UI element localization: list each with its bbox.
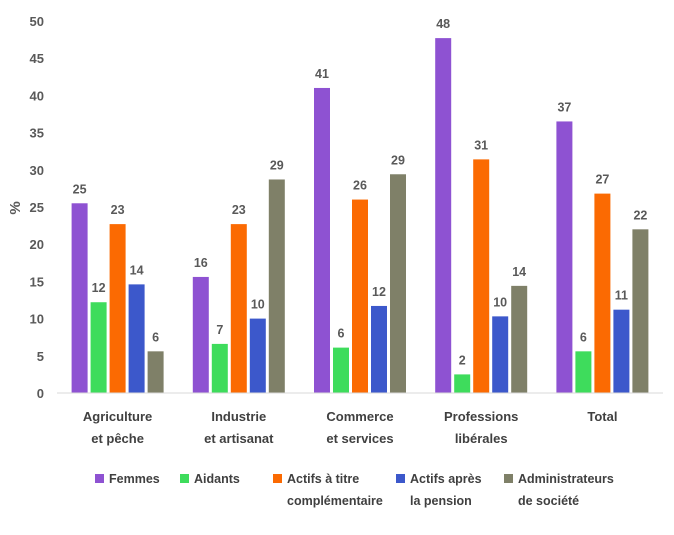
legend-swatch: [396, 474, 405, 483]
data-label: 26: [353, 179, 367, 193]
bar: [492, 316, 509, 393]
bar: [90, 302, 107, 393]
data-label: 6: [580, 330, 587, 344]
data-label: 48: [436, 17, 450, 31]
y-axis-ticks: 0 5 10 15 20 25 30 35 40 45 50: [30, 14, 44, 401]
bar: [511, 285, 528, 393]
data-label: 23: [111, 203, 125, 217]
x-tick-label: Professions: [444, 409, 518, 424]
legend-label: Actifs après: [410, 472, 482, 486]
data-label: 10: [251, 298, 265, 312]
data-label: 23: [232, 203, 246, 217]
legend-label: Aidants: [194, 472, 240, 486]
bar: [390, 174, 406, 393]
bar: [435, 38, 452, 393]
data-label: 6: [338, 327, 345, 341]
data-label: 29: [391, 153, 405, 167]
data-label: 16: [194, 256, 208, 270]
legend-swatch: [180, 474, 189, 483]
legend-swatch: [95, 474, 104, 483]
x-tick-label: et artisanat: [204, 431, 274, 446]
bar: [109, 224, 126, 393]
legend-label: complémentaire: [287, 494, 383, 508]
bars: [71, 38, 649, 394]
x-tick-label: libérales: [455, 431, 508, 446]
legend-label: Femmes: [109, 472, 160, 486]
data-label: 12: [92, 281, 106, 295]
data-label: 25: [73, 182, 87, 196]
data-label: 27: [595, 173, 609, 187]
bar: [352, 199, 368, 393]
bar: [314, 87, 330, 394]
data-labels: 25 12 23 14 6 16 7 23 10 29 41 6 26 12 29 48 2 31 10 14 37 6 2…: [73, 17, 648, 367]
y-tick-label: 40: [30, 88, 44, 103]
y-tick-label: 15: [30, 274, 44, 289]
x-tick-label: Commerce: [326, 409, 393, 424]
bar: [632, 229, 649, 393]
x-tick-label: et pêche: [91, 431, 144, 446]
data-label: 31: [474, 138, 488, 152]
data-label: 41: [315, 67, 329, 81]
bar: [575, 351, 592, 393]
y-tick-label: 0: [37, 386, 44, 401]
bar: [192, 276, 209, 393]
data-label: 2: [459, 353, 466, 367]
data-label: 29: [270, 158, 284, 172]
bar: [147, 351, 164, 393]
bar: [454, 374, 471, 393]
x-tick-label: Total: [587, 409, 617, 424]
bar: [71, 203, 88, 393]
category-labels: Agriculture et pêche Industrie et artisanat…: [83, 409, 618, 446]
bar: [211, 343, 228, 393]
legend-swatch: [504, 474, 513, 483]
data-label: 14: [512, 265, 526, 279]
y-tick-label: 20: [30, 237, 44, 252]
data-label: 37: [557, 100, 571, 114]
y-tick-label: 35: [30, 126, 44, 141]
data-label: 11: [615, 289, 628, 303]
y-tick-label: 25: [30, 200, 44, 215]
data-label: 14: [130, 263, 144, 277]
data-label: 10: [493, 295, 507, 309]
x-tick-label: et services: [326, 431, 393, 446]
y-tick-label: 30: [30, 163, 44, 178]
bar: [594, 193, 611, 393]
bar: [371, 305, 387, 393]
legend: Femmes Aidants Actifs à titre complémentair…: [95, 472, 614, 508]
y-axis-label: %: [7, 201, 24, 214]
bar: [128, 284, 145, 393]
data-label: 6: [152, 330, 159, 344]
bar: [249, 318, 266, 393]
data-label: 22: [633, 208, 647, 222]
bar: [473, 159, 490, 393]
bar: [613, 309, 630, 393]
legend-swatch: [273, 474, 282, 483]
legend-label: Actifs à titre: [287, 472, 359, 486]
legend-label: la pension: [410, 494, 472, 508]
legend-label: de société: [518, 494, 579, 508]
x-tick-label: Industrie: [211, 409, 266, 424]
y-tick-label: 5: [37, 349, 44, 364]
bar: [333, 347, 349, 393]
bar: [556, 121, 573, 393]
data-label: 12: [372, 285, 386, 299]
bar: [268, 179, 285, 393]
y-tick-label: 45: [30, 51, 44, 66]
y-tick-label: 50: [30, 14, 44, 29]
y-tick-label: 10: [30, 312, 44, 327]
bar: [230, 224, 247, 393]
x-tick-label: Agriculture: [83, 409, 152, 424]
data-label: 7: [216, 323, 223, 337]
legend-label: Administrateurs: [518, 472, 614, 486]
